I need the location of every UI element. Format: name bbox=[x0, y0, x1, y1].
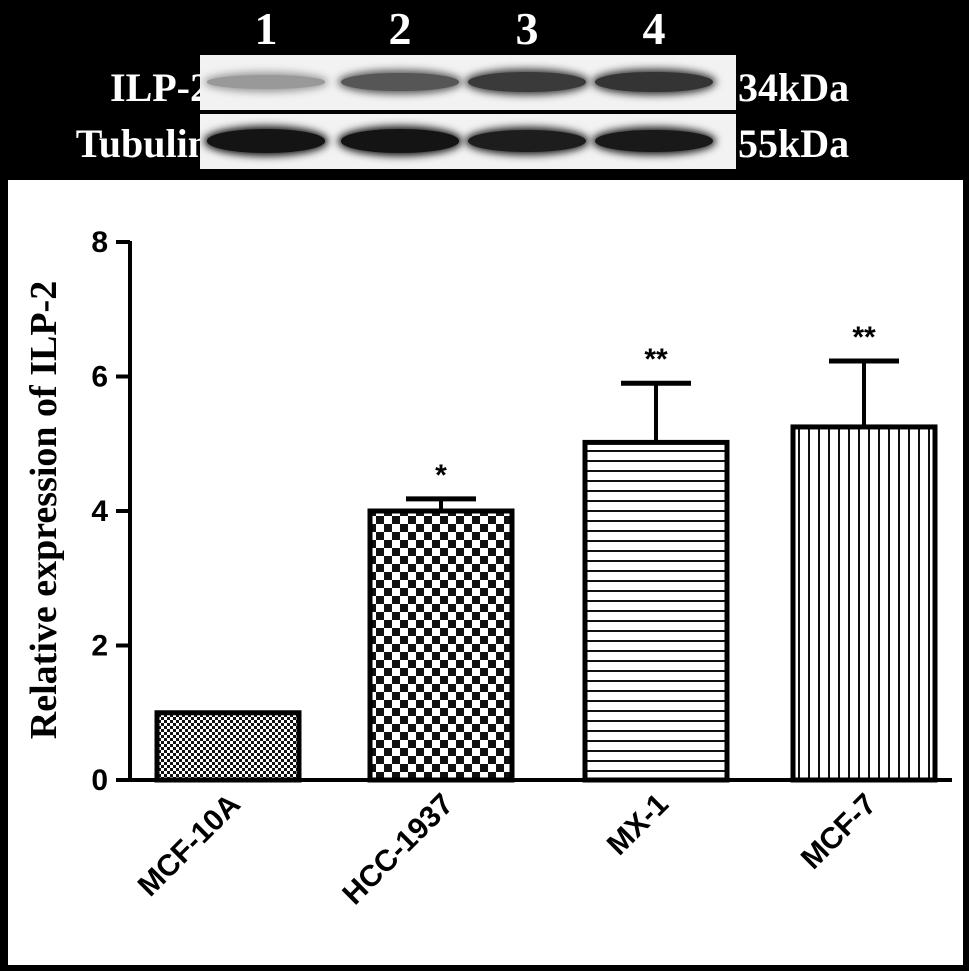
bar-mx-1 bbox=[582, 439, 730, 783]
blot-band-tubulin-4 bbox=[595, 129, 713, 153]
lane-label-4: 4 bbox=[642, 3, 666, 54]
blot-band-ilp2-2 bbox=[341, 72, 459, 92]
blot-band-tubulin-2 bbox=[341, 129, 459, 153]
lane-label-3: 3 bbox=[515, 3, 539, 54]
bar-hcc-1937 bbox=[367, 508, 515, 783]
blot-row-label-ilp2: ILP-2 bbox=[110, 65, 210, 110]
blot-band-tubulin-1 bbox=[207, 129, 325, 153]
lane-label-2: 2 bbox=[388, 3, 412, 54]
x-tick-label-mcf-10a: MCF-10A bbox=[132, 788, 247, 903]
y-tick-label-6: 6 bbox=[91, 361, 108, 394]
x-tick-label-hcc-1937: HCC-1937 bbox=[336, 788, 460, 912]
blot-band-ilp2-3 bbox=[468, 71, 586, 93]
y-tick-label-0: 0 bbox=[91, 764, 108, 797]
bar-mcf-10a bbox=[154, 710, 302, 783]
blot-kda-ilp2: 34kDa bbox=[738, 65, 850, 110]
blot-band-tubulin-3 bbox=[468, 129, 586, 153]
blot-row-label-tubulin: Tubulin bbox=[75, 121, 210, 166]
lane-label-1: 1 bbox=[254, 3, 278, 54]
significance-mcf-7: ** bbox=[852, 321, 876, 354]
significance-mx-1: ** bbox=[644, 343, 668, 376]
y-tick-label-4: 4 bbox=[91, 495, 108, 528]
x-tick-label-mcf-7: MCF-7 bbox=[795, 788, 883, 876]
bar-chart-panel: 0 2 4 6 8 MCF-10A * HCC-1937 ** MX-1 ** MCF-7 Rela… bbox=[8, 180, 963, 965]
y-tick-label-8: 8 bbox=[91, 226, 108, 259]
blot-band-ilp2-1 bbox=[207, 75, 325, 89]
significance-hcc-1937: * bbox=[435, 459, 447, 492]
x-tick-label-mx-1: MX-1 bbox=[601, 788, 675, 862]
y-tick-label-2: 2 bbox=[91, 630, 108, 663]
bar-mcf-7 bbox=[790, 424, 938, 783]
bar-chart: 0 2 4 6 8 MCF-10A * HCC-1937 ** MX-1 ** MCF-7 Rela… bbox=[23, 226, 952, 912]
blot-band-ilp2-4 bbox=[595, 71, 713, 93]
blot-strip-tubulin bbox=[200, 114, 736, 169]
blot-kda-tubulin: 55kDa bbox=[738, 121, 850, 166]
blot-strip-ilp2 bbox=[200, 55, 736, 110]
y-axis-label: Relative expression of ILP-2 bbox=[23, 281, 65, 739]
